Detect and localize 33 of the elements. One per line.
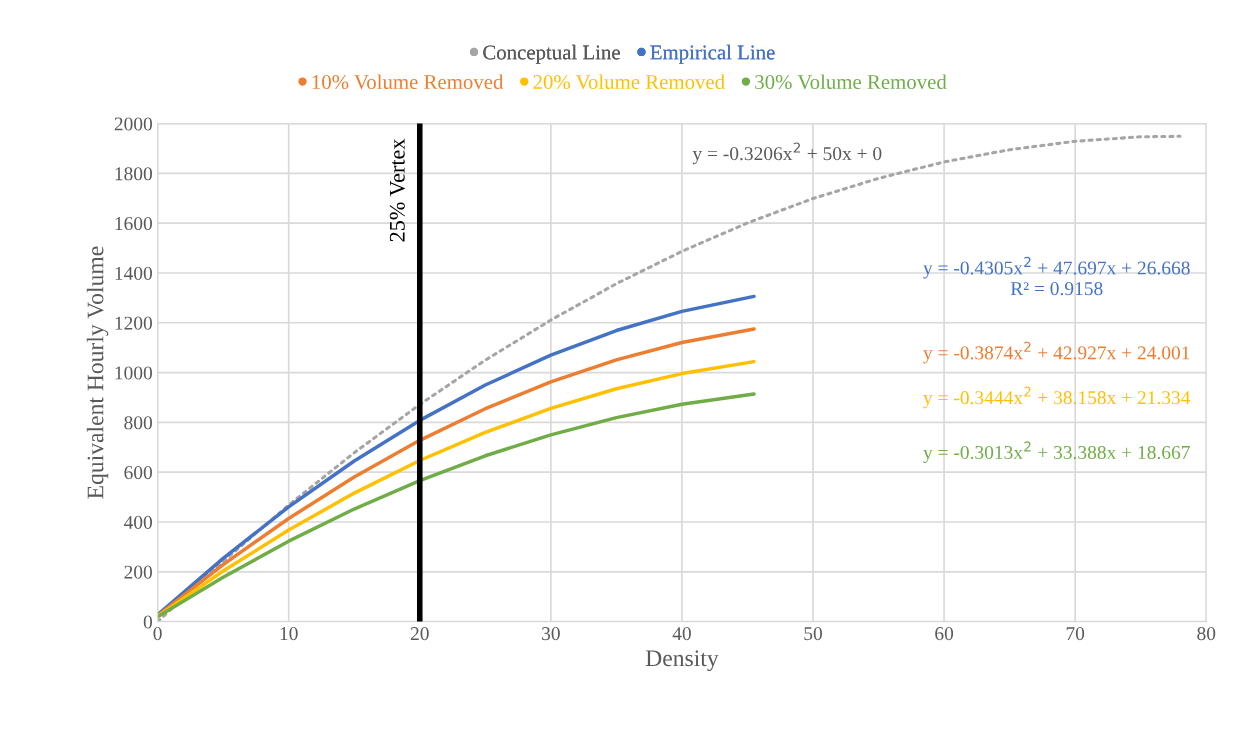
x-tick-label: 0 [153, 627, 162, 641]
y-tick-label: 0 [143, 615, 152, 629]
x-tick-label: 40 [672, 627, 691, 641]
annotation: y = -0.3444x$^{2}$ + 38.158x + 21.334 [923, 386, 1191, 409]
y-axis-title: Equivalent Hourly Volume [86, 246, 109, 499]
x-tick-label: 80 [1197, 627, 1216, 641]
y-tick-label: 1200 [115, 316, 152, 330]
y-tick-label: 1400 [115, 266, 152, 280]
y-tick-label: 1000 [115, 366, 152, 380]
y-tick-label: 1800 [115, 167, 152, 181]
x-tick-label: 20 [410, 627, 429, 641]
annotation: y = -0.3206x$^{2}$ + 50x + 0 [692, 142, 882, 165]
annotation: y = -0.3874x$^{2}$ + 42.927x + 24.001 [923, 341, 1190, 364]
legend-label: Conceptual Line [483, 44, 620, 64]
x-axis-title: Density [645, 650, 719, 672]
annotation: y = -0.3013x$^{2}$ + 33.388x + 18.667 [923, 441, 1190, 464]
x-tick-label: 50 [804, 627, 822, 641]
legend-label: 20% Volume Removed [533, 74, 725, 90]
legend-label: Empirical Line [650, 44, 775, 64]
x-tick-label: 30 [542, 627, 560, 641]
y-tick-label: 400 [123, 515, 152, 529]
y-tick-label: 800 [124, 416, 152, 430]
annotation: y = -0.4305x$^{2}$ + 47.697x + 26.668 R² = 0.9158 [923, 256, 1190, 296]
y-tick-label: 2000 [114, 117, 152, 131]
ref-line-label: 25% Vertex [389, 138, 405, 242]
x-tick-label: 60 [935, 627, 954, 641]
y-tick-label: 200 [124, 565, 152, 579]
x-tick-label: 70 [1066, 627, 1085, 641]
legend-label: 10% Volume Removed [312, 74, 504, 90]
y-tick-label: 1600 [115, 217, 152, 231]
x-tick-label: 10 [280, 627, 298, 641]
legend-label: 30% Volume Removed [755, 74, 947, 90]
y-tick-label: 600 [124, 466, 152, 480]
